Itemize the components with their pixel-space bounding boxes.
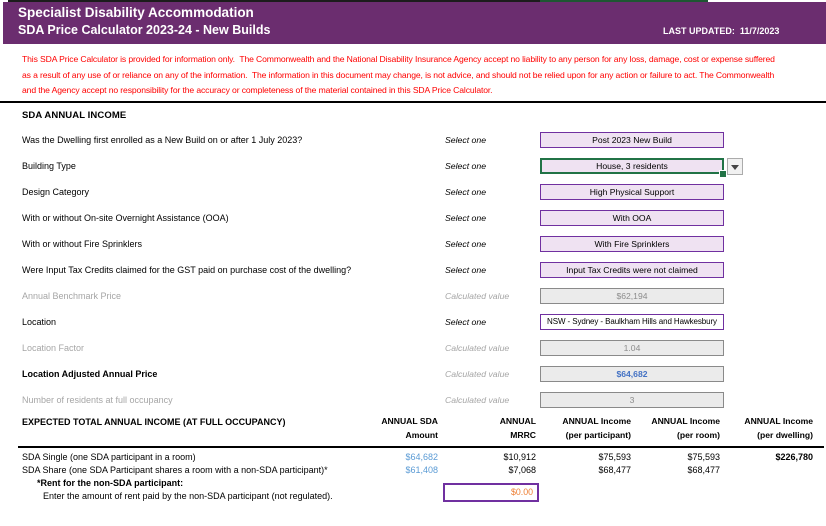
form-row-label: Location (22, 317, 57, 327)
rent-note-label: *Rent for the non-SDA participant: (37, 478, 184, 488)
design-category-select[interactable]: High Physical Support (540, 184, 724, 200)
section-title-sda-annual-income: SDA ANNUAL INCOME (22, 110, 127, 121)
form-row-label: Building Type (22, 161, 76, 171)
table-cell: $68,477 (598, 465, 631, 475)
building-type-select[interactable]: House, 3 residents (540, 158, 724, 174)
form-row: Building Type Select one House, 3 resident… (0, 158, 826, 178)
form-row-label: Was the Dwelling first enrolled as a New… (22, 135, 303, 145)
dropdown-button[interactable] (727, 158, 743, 175)
fill-handle[interactable] (719, 170, 727, 178)
form-row-hint: Select one (445, 135, 487, 145)
divider-line (0, 101, 826, 103)
table-cell: $7,068 (508, 465, 536, 475)
location-select[interactable]: NSW - Sydney - Baulkham Hills and Hawkes… (540, 314, 724, 330)
form-row-label: With or without Fire Sprinklers (22, 239, 143, 249)
form-row: Number of residents at full occupancy Cal… (0, 392, 826, 410)
form-row-hint: Calculated value (445, 343, 510, 353)
form-row-hint: Select one (445, 213, 487, 223)
rent-amount-input[interactable]: $0.00 (443, 483, 539, 502)
form-row-hint: Select one (445, 239, 487, 249)
form-row-label: Location Factor (22, 343, 85, 353)
table-header-rule (18, 446, 824, 448)
form-row: Was the Dwelling first enrolled as a New… (0, 132, 826, 150)
form-row-hint: Select one (445, 161, 487, 171)
disclaimer-line-3: and the Agency accept no responsibility … (22, 85, 493, 95)
top-border-green-line (540, 0, 708, 3)
header-band: Specialist Disability Accommodation SDA … (3, 2, 826, 44)
residents-full-occupancy-value: 3 (540, 392, 724, 408)
form-row: Location Factor Calculated value 1.04 (0, 340, 826, 358)
table-cell: $75,593 (598, 452, 631, 462)
form-row-hint: Calculated value (445, 395, 510, 405)
table-column-header: ANNUAL Income (per dwelling) (744, 416, 813, 440)
table-row-label: SDA Share (one SDA Participant shares a … (22, 465, 328, 475)
form-row-label: Design Category (22, 187, 90, 197)
annual-benchmark-price-value: $62,194 (540, 288, 724, 304)
form-row-label: Location Adjusted Annual Price (22, 369, 158, 379)
new-build-select[interactable]: Post 2023 New Build (540, 132, 724, 148)
table-column-header: ANNUAL MRRC (499, 416, 536, 440)
gst-input-tax-credits-select[interactable]: Input Tax Credits were not claimed (540, 262, 724, 278)
table-column-header: ANNUAL Income (per room) (651, 416, 720, 440)
table-row: SDA Share (one SDA Participant shares a … (0, 464, 826, 477)
form-row: Design Category Select one High Physical S… (0, 184, 826, 202)
table-column-header: ANNUAL SDA Amount (381, 416, 438, 440)
form-row-hint: Select one (445, 317, 487, 327)
page-title: SDA Price Calculator 2023-24 - New Build… (18, 23, 271, 37)
form-row-label: With or without On-site Overnight Assist… (22, 213, 229, 223)
location-adjusted-annual-price-value: $64,682 (540, 366, 724, 382)
form-row-hint: Calculated value (445, 369, 510, 379)
table-column-header: ANNUAL Income (per participant) (562, 416, 631, 440)
form-row: With or without Fire Sprinklers Select on… (0, 236, 826, 254)
form-row: Location Adjusted Annual Price Calculated… (0, 366, 826, 384)
form-row-label: Annual Benchmark Price (22, 291, 122, 301)
table-row: SDA Single (one SDA participant in a roo… (0, 451, 826, 464)
table-cell: $64,682 (405, 452, 438, 462)
last-updated-label: LAST UPDATED: 11/7/2023 (663, 26, 780, 36)
table-row-label: SDA Single (one SDA participant in a roo… (22, 452, 196, 462)
form-row-hint: Select one (445, 187, 487, 197)
form-row: Annual Benchmark Price Calculated value $6… (0, 288, 826, 306)
location-factor-value: 1.04 (540, 340, 724, 356)
table-cell: $61,408 (405, 465, 438, 475)
form-row-label: Were Input Tax Credits claimed for the G… (22, 265, 352, 275)
table-title: EXPECTED TOTAL ANNUAL INCOME (AT FULL OC… (22, 417, 286, 427)
table-cell: $10,912 (503, 452, 536, 462)
disclaimer-line-2: as a result of any use of or reliance on… (22, 69, 775, 80)
app-title: Specialist Disability Accommodation (18, 5, 254, 20)
table-cell: $68,477 (687, 465, 720, 475)
form-row-hint: Calculated value (445, 291, 510, 301)
rent-prompt-label: Enter the amount of rent paid by the non… (43, 491, 333, 501)
fire-sprinklers-select[interactable]: With Fire Sprinklers (540, 236, 724, 252)
disclaimer-text: This SDA Price Calculator is provided fo… (22, 52, 775, 99)
form-row: Were Input Tax Credits claimed for the G… (0, 262, 826, 280)
ooa-select[interactable]: With OOA (540, 210, 724, 226)
form-row: Location Select one NSW - Sydney - Baulkha… (0, 314, 826, 332)
top-border-line (8, 0, 540, 2)
form-row: With or without On-site Overnight Assist… (0, 210, 826, 228)
table-cell: $75,593 (687, 452, 720, 462)
chevron-down-icon (731, 165, 739, 170)
disclaimer-line-1: This SDA Price Calculator is provided fo… (22, 54, 775, 64)
form-row-hint: Select one (445, 265, 487, 275)
table-cell: $226,780 (775, 452, 813, 462)
form-row-label: Number of residents at full occupancy (22, 395, 173, 405)
